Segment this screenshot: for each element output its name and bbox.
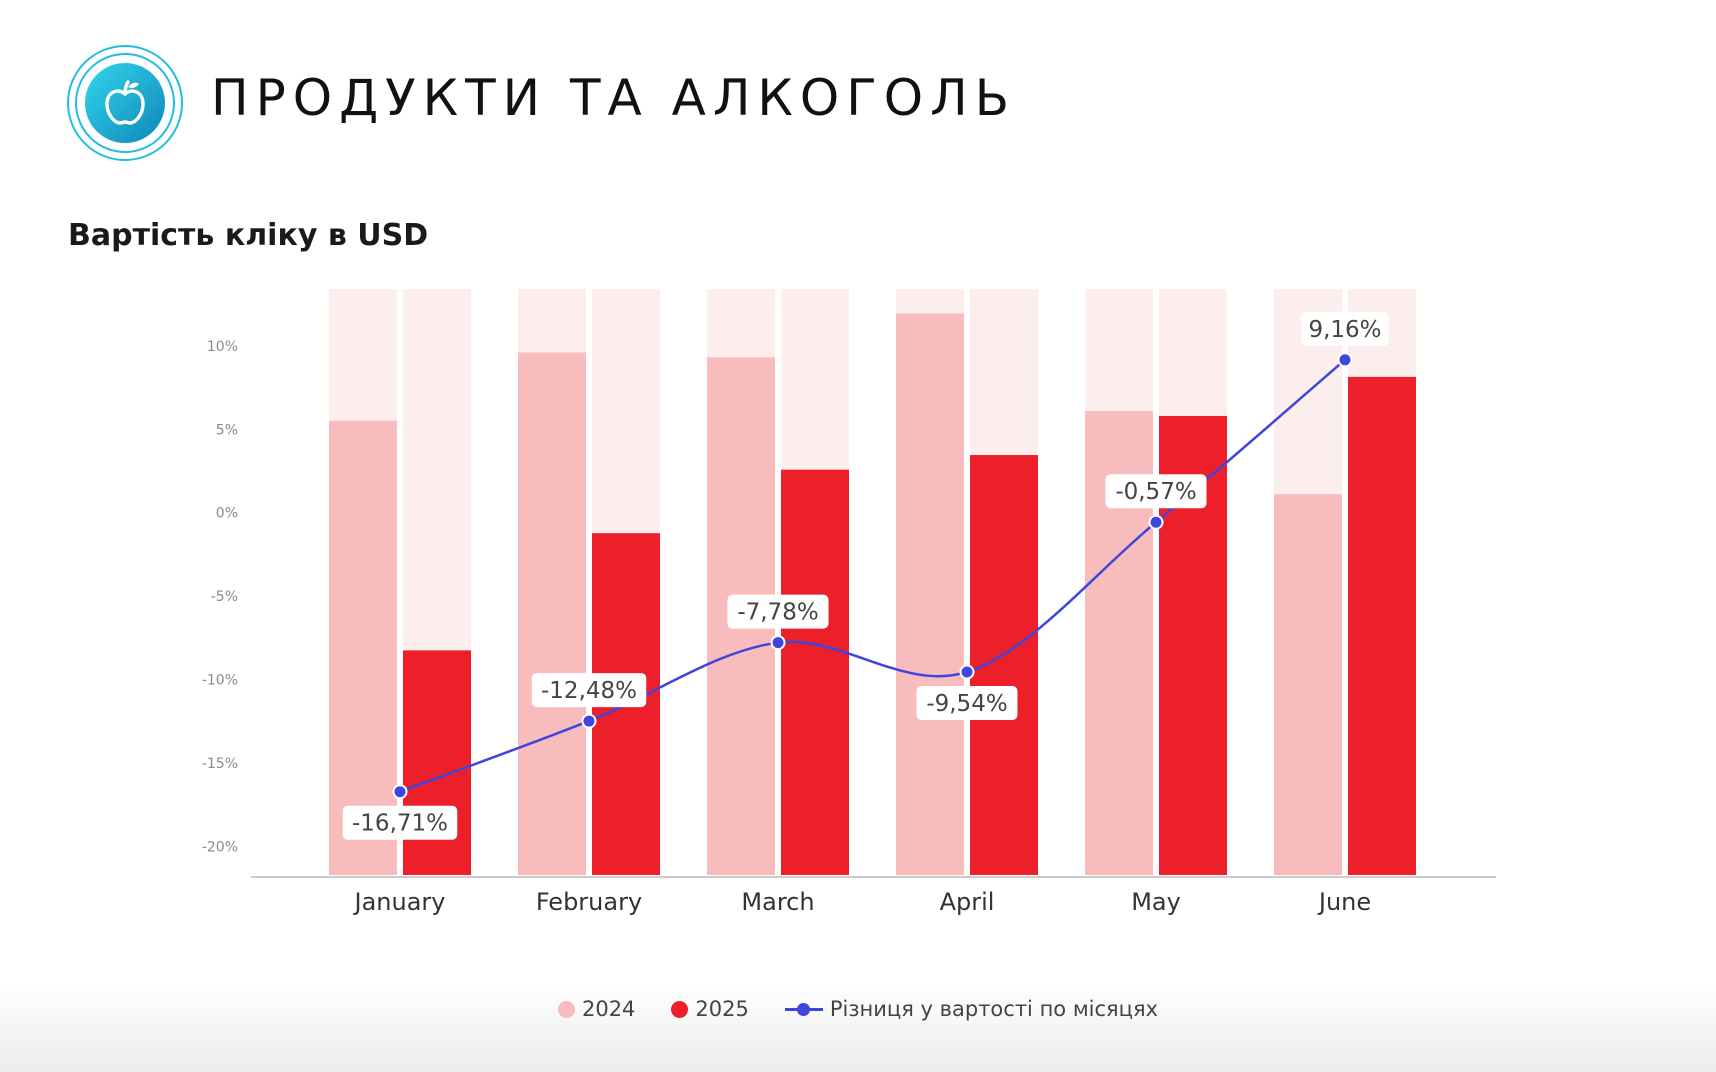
- difference-point: [959, 664, 975, 680]
- data-label-box: [531, 673, 647, 708]
- y-tick-label: -5%: [211, 589, 238, 605]
- chart-title: Вартість кліку в USD: [68, 218, 429, 253]
- chart: 10% 5% 0% -5% -10% -15% -20% January February Mar…: [202, 289, 1496, 916]
- data-label: -16,71%: [352, 811, 448, 837]
- legend-label-2024: 2024: [581, 997, 636, 1021]
- bar-2024: [518, 352, 586, 875]
- bar-2025: [1348, 376, 1416, 875]
- bar-2024: [896, 313, 964, 876]
- y-tick-label: -10%: [202, 673, 238, 689]
- data-label-box: [1301, 311, 1389, 346]
- x-tick-label: February: [536, 888, 642, 916]
- x-tick-label: June: [1317, 888, 1371, 916]
- data-label-box: [1105, 474, 1207, 509]
- data-label-box: [916, 685, 1018, 720]
- bar-2025: [781, 469, 849, 875]
- data-label: -12,48%: [541, 678, 637, 704]
- difference-point: [1337, 352, 1353, 368]
- difference-point: [581, 713, 597, 729]
- data-label: -9,54%: [926, 691, 1007, 717]
- y-tick-label: 5%: [216, 422, 238, 438]
- y-tick-label: 10%: [207, 339, 238, 355]
- bar-2025: [970, 455, 1038, 875]
- data-label-box: [342, 805, 458, 840]
- chart-legend: 2024 2025 Різниця у вартості по місяцях: [0, 992, 1716, 1026]
- data-label: -0,57%: [1115, 479, 1196, 505]
- legend-swatch-2025: [671, 1000, 689, 1018]
- legend-swatch-difference: [784, 1001, 823, 1018]
- bar-2025: [403, 650, 471, 875]
- difference-point: [770, 635, 786, 651]
- legend-label-difference: Різниця у вартості по місяцях: [829, 997, 1159, 1021]
- apple-icon: [67, 45, 183, 161]
- y-tick-label: 0%: [216, 506, 238, 522]
- difference-point: [392, 784, 408, 800]
- x-tick-label: May: [1131, 888, 1181, 916]
- data-label: 9,16%: [1308, 317, 1381, 343]
- data-label: -7,78%: [737, 600, 818, 626]
- x-tick-label: April: [940, 888, 995, 916]
- legend-label-2025: 2025: [695, 997, 749, 1021]
- bottom-fade: [0, 982, 1716, 1072]
- legend-item-difference[interactable]: Різниця у вартості по місяцях: [784, 997, 1159, 1021]
- legend-item-2025[interactable]: 2025: [671, 997, 749, 1021]
- legend-item-2024[interactable]: 2024: [557, 997, 636, 1021]
- y-tick-label: -15%: [202, 756, 238, 772]
- bar-2024: [1274, 494, 1342, 875]
- x-tick-label: March: [741, 888, 814, 916]
- logo-badge: [66, 44, 184, 162]
- y-tick-label: -20%: [202, 840, 238, 856]
- bar-2024: [329, 420, 397, 875]
- page-title: ПРОДУКТИ ТА АЛКОГОЛЬ: [211, 69, 1017, 127]
- x-tick-label: January: [353, 888, 446, 916]
- difference-point: [1148, 514, 1164, 530]
- data-label-box: [727, 594, 829, 629]
- legend-swatch-2024: [557, 1000, 575, 1018]
